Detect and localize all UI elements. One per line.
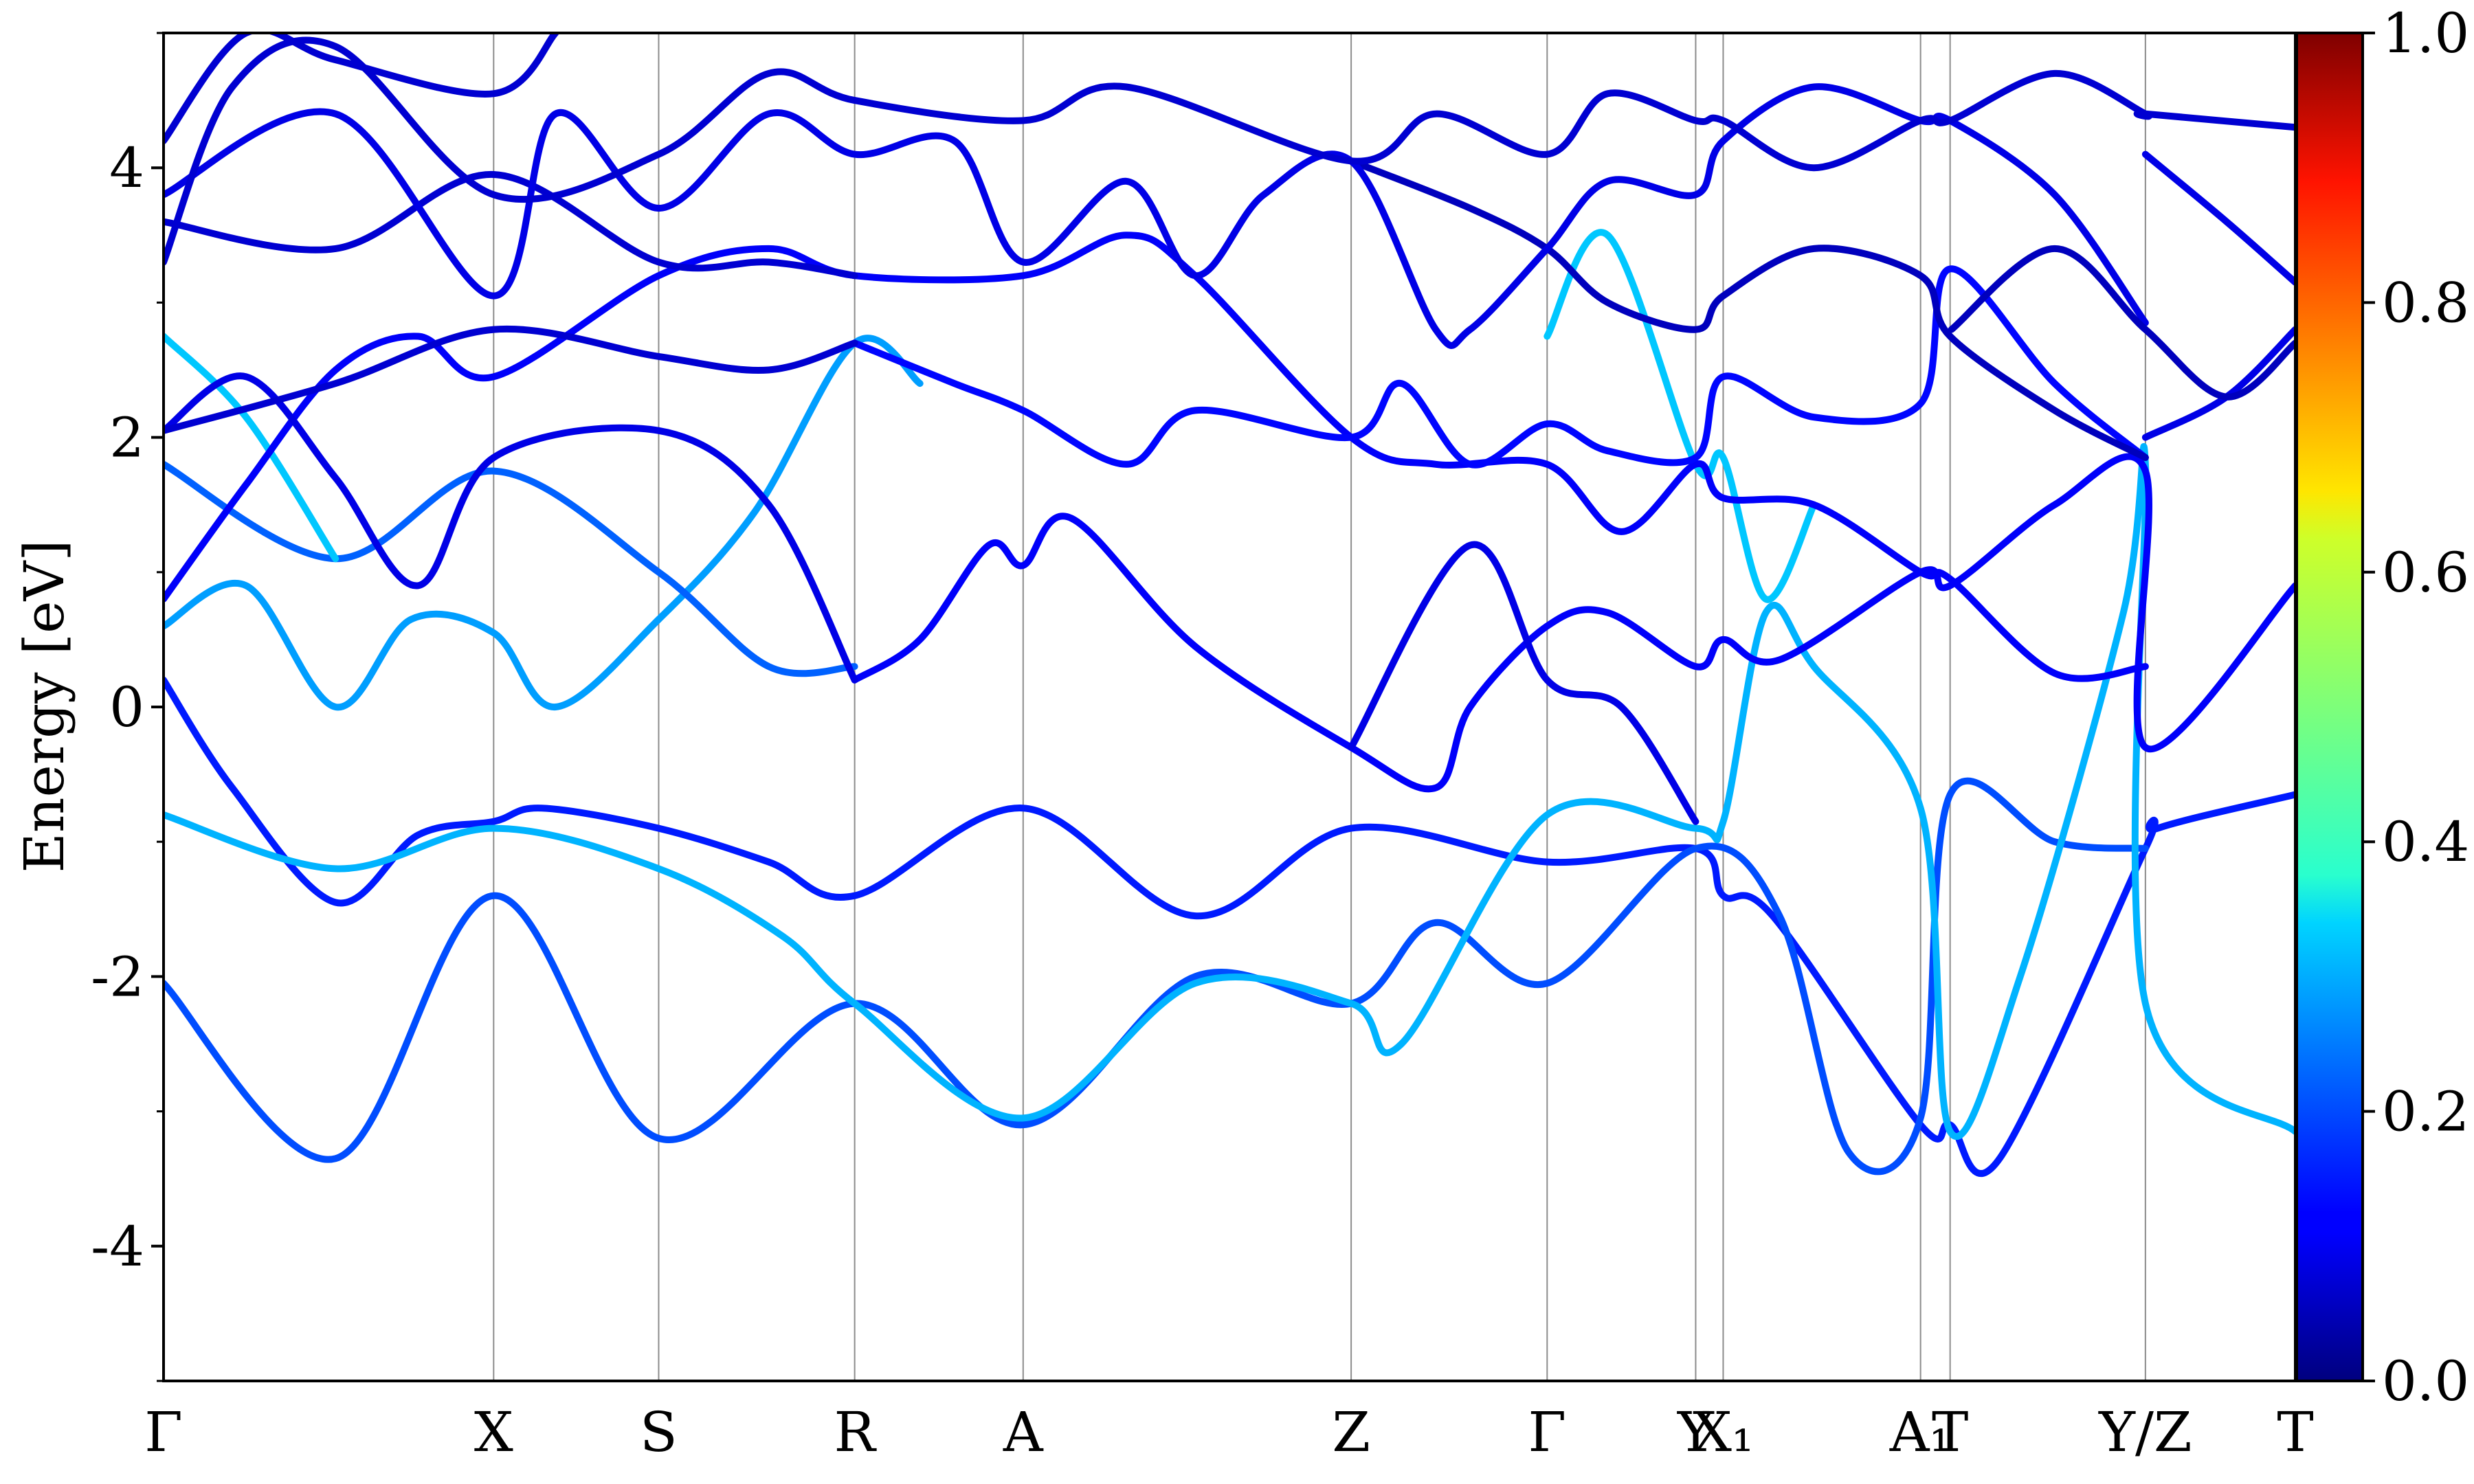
band-line xyxy=(164,372,858,684)
y-tick-label: 4 xyxy=(109,136,144,200)
band-line xyxy=(164,36,2295,266)
band-line xyxy=(164,442,2295,1140)
band-line xyxy=(2141,326,2295,441)
kpoint-label: X₁ xyxy=(1693,1400,1754,1464)
band-line xyxy=(164,325,858,434)
kpoint-label: Y xyxy=(1677,1400,1715,1464)
band-line xyxy=(1948,245,2295,401)
colorbar-tick-label: 0.2 xyxy=(2382,1080,2469,1144)
band-line xyxy=(1348,157,2149,461)
band-lines xyxy=(164,33,2295,1177)
colorbar-tick-label: 0.0 xyxy=(2382,1349,2469,1413)
band-line xyxy=(2141,150,2295,286)
kpoint-label: T xyxy=(1932,1400,1968,1464)
band-line xyxy=(164,676,2295,1177)
colorbar-tick-label: 1.0 xyxy=(2382,1,2469,65)
band-line xyxy=(164,777,2149,1176)
kpoint-label: R xyxy=(834,1400,878,1464)
kpoint-label: Z xyxy=(1332,1400,1370,1464)
y-axis-title: Energy [eV] xyxy=(12,540,76,873)
band-line xyxy=(164,232,2149,682)
y-axis-ticks: -4 -2 0 2 4 xyxy=(91,32,164,1382)
band-line xyxy=(164,460,858,677)
colorbar xyxy=(2295,32,2364,1382)
band-line xyxy=(164,333,339,563)
kpoint-label: Γ xyxy=(1528,1400,1567,1464)
colorbar-tick-label: 0.6 xyxy=(2382,541,2469,605)
band-line xyxy=(164,170,858,280)
band-line xyxy=(164,83,2149,349)
band-line xyxy=(164,335,924,711)
kpoint-label: S xyxy=(640,1400,678,1464)
band-line xyxy=(1348,541,1700,825)
kpoint-labels: Γ X S R A Z Γ YX₁ A₁T Y/Z T xyxy=(144,1400,2313,1464)
band-line xyxy=(851,453,2295,793)
band-line xyxy=(164,33,559,144)
y-tick-label: -2 xyxy=(91,945,144,1009)
kpoint-label: T xyxy=(2277,1400,2313,1464)
y-tick-label: 2 xyxy=(109,406,144,470)
kpoint-label: A xyxy=(1003,1400,1044,1464)
colorbar-tick-label: 0.4 xyxy=(2382,810,2469,874)
y-tick-label: -4 xyxy=(91,1215,144,1279)
kpoint-label: X xyxy=(474,1400,513,1464)
kpoint-label: A₁ xyxy=(1889,1400,1952,1464)
kpoint-gridlines xyxy=(493,33,2146,1381)
y-tick-label: 0 xyxy=(109,675,144,739)
kpoint-label: Y/Z xyxy=(2098,1400,2192,1464)
colorbar-ticks: 0.0 0.2 0.4 0.6 0.8 1.0 xyxy=(2363,1,2469,1413)
kpoint-label: Γ xyxy=(144,1400,183,1464)
colorbar-tick-label: 0.8 xyxy=(2382,271,2469,335)
